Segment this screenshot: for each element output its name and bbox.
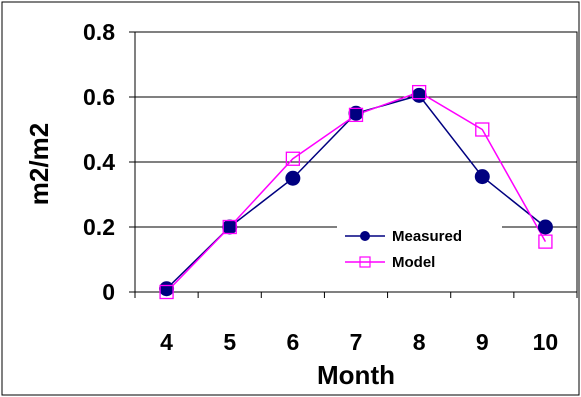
point-measured	[537, 219, 553, 235]
x-axis-title: Month	[317, 360, 395, 390]
axes: 0 0.2 0.4 0.6 0.8 4 5 6 7 8 9 10	[83, 19, 578, 355]
x-tick-label: 4	[160, 329, 173, 355]
y-tick-label: 0.2	[83, 214, 115, 240]
y-tick-label: 0.8	[83, 19, 115, 45]
x-tick-label: 8	[413, 329, 426, 355]
point-model	[475, 122, 490, 137]
series-group	[159, 84, 553, 300]
x-tick-label: 7	[350, 329, 363, 355]
legend-marker-model	[359, 256, 371, 268]
y-tick-label: 0.6	[83, 84, 115, 110]
point-model	[222, 219, 237, 235]
x-tick-label: 10	[533, 329, 559, 355]
legend-marker-measured	[360, 231, 370, 241]
x-tick-label: 9	[476, 329, 489, 355]
point-measured	[285, 170, 301, 186]
point-measured	[222, 219, 238, 235]
point-measured	[411, 87, 427, 103]
y-axis-title: m2/m2	[24, 123, 54, 205]
point-measured	[159, 281, 175, 297]
legend-label-model: Model	[392, 254, 435, 271]
y-tick-label: 0.4	[83, 149, 115, 175]
legend-label-measured: Measured	[392, 228, 462, 245]
x-tick-label: 5	[223, 329, 236, 355]
x-tick-label: 6	[286, 329, 299, 355]
y-tick-label: 0	[102, 279, 115, 305]
point-model	[285, 151, 301, 166]
point-measured	[474, 169, 490, 185]
point-model	[411, 84, 427, 100]
point-model	[159, 284, 174, 300]
legend-box	[337, 222, 502, 274]
point-model	[348, 107, 364, 123]
point-model	[538, 234, 553, 249]
legend: Measured Model	[337, 222, 502, 274]
